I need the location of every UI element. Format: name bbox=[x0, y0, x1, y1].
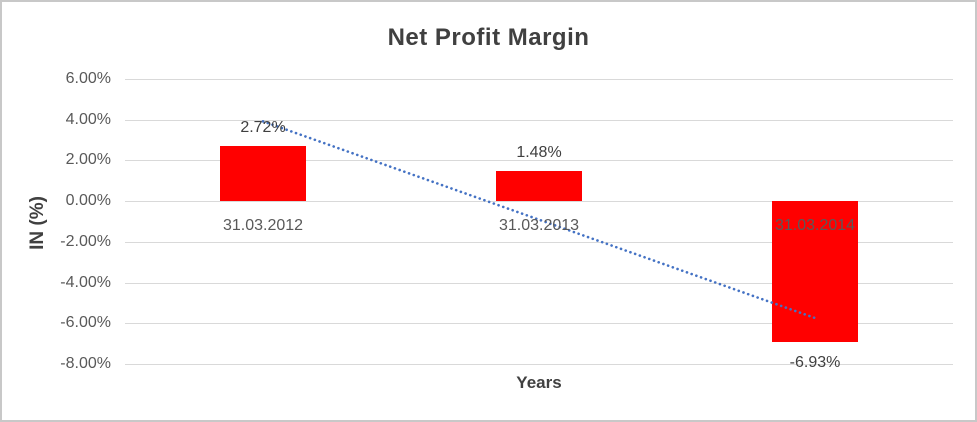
data-label: -6.93% bbox=[789, 354, 841, 371]
gridline bbox=[125, 323, 953, 324]
y-tick-label: -2.00% bbox=[60, 233, 111, 250]
gridline bbox=[125, 79, 953, 80]
bar bbox=[496, 171, 582, 201]
bar bbox=[220, 146, 306, 201]
data-label: 1.48% bbox=[516, 144, 562, 161]
category-label: 31.03.2014 bbox=[774, 217, 856, 234]
x-axis-title: Years bbox=[516, 373, 562, 392]
category-label: 31.03.2012 bbox=[222, 217, 304, 234]
y-tick-label: -6.00% bbox=[60, 314, 111, 331]
y-tick-label: 6.00% bbox=[65, 70, 111, 87]
data-label: 2.72% bbox=[240, 119, 286, 136]
y-tick-label: 4.00% bbox=[65, 111, 111, 128]
y-tick-label: -8.00% bbox=[60, 355, 111, 372]
gridline bbox=[125, 364, 953, 365]
y-tick-label: 2.00% bbox=[65, 151, 111, 168]
y-tick-label: 0.00% bbox=[65, 192, 111, 209]
y-tick-label: -4.00% bbox=[60, 274, 111, 291]
chart-title: Net Profit Margin bbox=[387, 24, 590, 51]
category-label: 31.03.2013 bbox=[498, 217, 580, 234]
